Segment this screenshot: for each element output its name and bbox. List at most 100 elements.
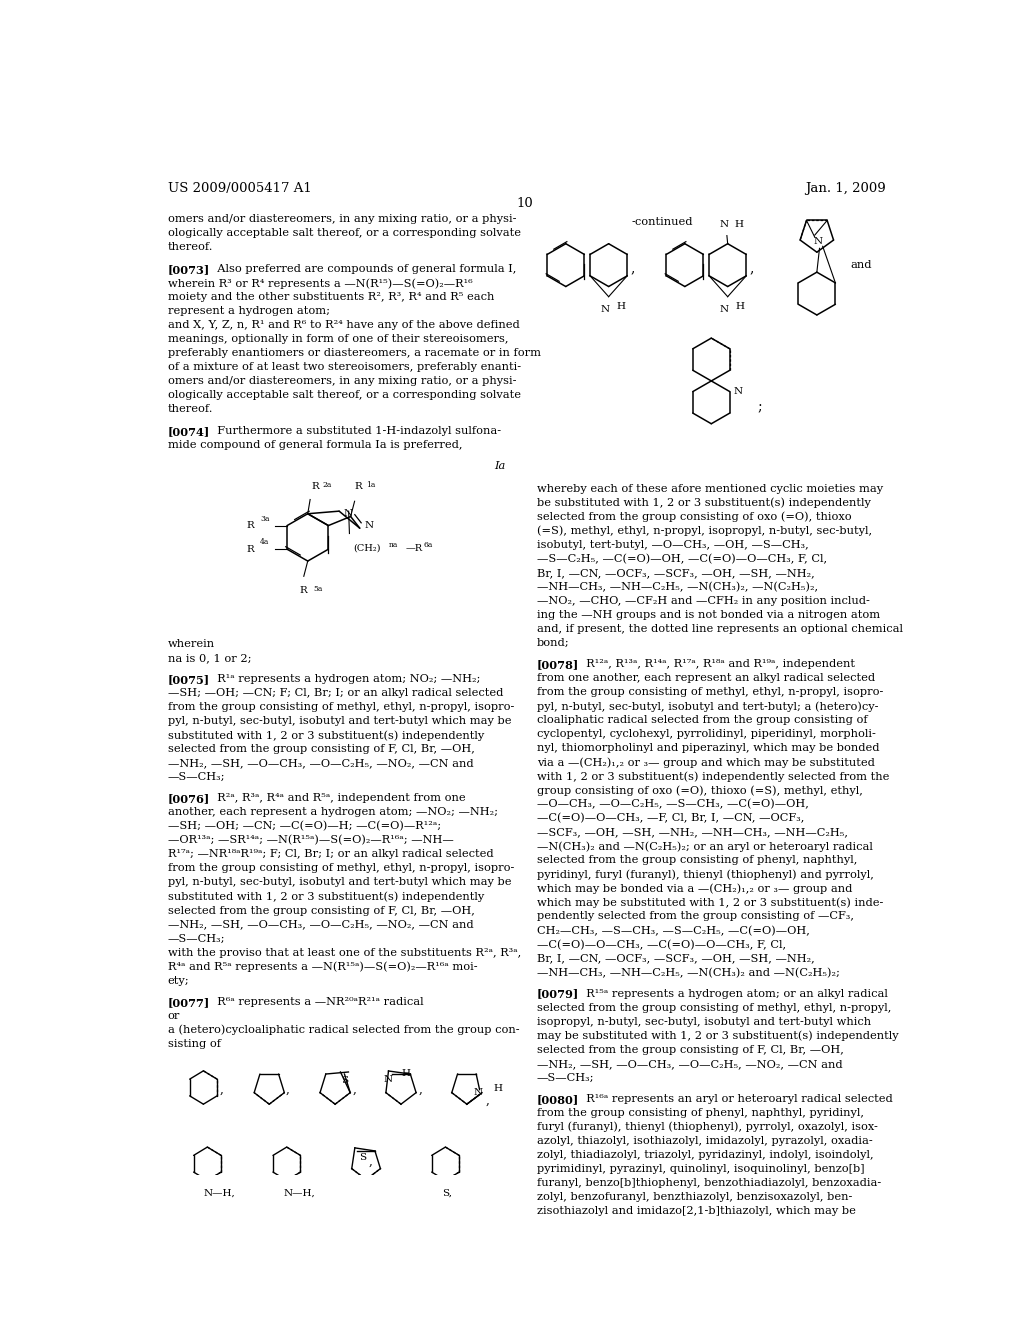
Text: —NH₂, —SH, —O—CH₃, —O—C₂H₅, —NO₂, —CN and: —NH₂, —SH, —O—CH₃, —O—C₂H₅, —NO₂, —CN an… [168,920,473,929]
Text: selected from the group consisting of oxo (=O), thioxo: selected from the group consisting of ox… [537,512,851,523]
Text: na is 0, 1 or 2;: na is 0, 1 or 2; [168,653,251,663]
Text: —NH—CH₃, —NH—C₂H₅, —N(CH₃)₂, —N(C₂H₅)₂,: —NH—CH₃, —NH—C₂H₅, —N(CH₃)₂, —N(C₂H₅)₂, [537,582,818,593]
Text: which may be bonded via a —(CH₂)₁,₂ or ₃— group and: which may be bonded via a —(CH₂)₁,₂ or ₃… [537,883,852,894]
Text: N: N [365,520,374,529]
Text: [0073]: [0073] [168,264,210,275]
Text: -continued: -continued [632,218,693,227]
Text: with the proviso that at least one of the substituents R²ᵃ, R³ᵃ,: with the proviso that at least one of th… [168,948,521,957]
Text: with 1, 2 or 3 substituent(s) independently selected from the: with 1, 2 or 3 substituent(s) independen… [537,771,889,781]
Text: N—H,: N—H, [283,1188,314,1197]
Text: group consisting of oxo (=O), thioxo (=S), methyl, ethyl,: group consisting of oxo (=O), thioxo (=S… [537,785,862,796]
Text: R¹⁷ᵃ; —NR¹⁸ᵃR¹⁹ᵃ; F; Cl, Br; I; or an alkyl radical selected: R¹⁷ᵃ; —NR¹⁸ᵃR¹⁹ᵃ; F; Cl, Br; I; or an al… [168,850,494,859]
Text: selected from the group consisting of F, Cl, Br, —OH,: selected from the group consisting of F,… [168,906,474,916]
Text: —S—CH₃;: —S—CH₃; [168,772,225,783]
Text: be substituted with 1, 2 or 3 substituent(s) independently: be substituted with 1, 2 or 3 substituen… [537,498,870,508]
Text: ,: , [419,1082,422,1096]
Text: whereby each of these afore mentioned cyclic moieties may: whereby each of these afore mentioned cy… [537,483,883,494]
Text: —S—CH₃;: —S—CH₃; [168,933,225,944]
Text: pyl, n-butyl, sec-butyl, isobutyl and tert-butyl which may be: pyl, n-butyl, sec-butyl, isobutyl and te… [168,878,511,887]
Text: —NH₂, —SH, —O—CH₃, —O—C₂H₅, —NO₂, —CN and: —NH₂, —SH, —O—CH₃, —O—C₂H₅, —NO₂, —CN an… [168,758,473,768]
Text: Ia: Ia [494,461,505,471]
Text: wherein R³ or R⁴ represents a —N(R¹⁵)—S(=O)₂—R¹⁶: wherein R³ or R⁴ represents a —N(R¹⁵)—S(… [168,279,472,289]
Text: [0080]: [0080] [537,1094,579,1105]
Text: furanyl, benzo[b]thiophenyl, benzothiadiazolyl, benzoxadia-: furanyl, benzo[b]thiophenyl, benzothiadi… [537,1177,881,1188]
Text: R¹²ᵃ, R¹³ᵃ, R¹⁴ᵃ, R¹⁷ᵃ, R¹⁸ᵃ and R¹⁹ᵃ, independent: R¹²ᵃ, R¹³ᵃ, R¹⁴ᵃ, R¹⁷ᵃ, R¹⁸ᵃ and R¹⁹ᵃ, i… [579,659,855,669]
Text: thereof.: thereof. [168,243,213,252]
Text: —S—CH₃;: —S—CH₃; [537,1073,594,1082]
Text: ety;: ety; [168,975,189,986]
Text: —NO₂, —CHO, —CF₂H and —CFH₂ in any position includ-: —NO₂, —CHO, —CF₂H and —CFH₂ in any posit… [537,595,869,606]
Text: nyl, thiomorpholinyl and piperazinyl, which may be bonded: nyl, thiomorpholinyl and piperazinyl, wh… [537,743,880,754]
Text: mide compound of general formula Ia is preferred,: mide compound of general formula Ia is p… [168,440,462,450]
Text: R¹ᵃ represents a hydrogen atom; NO₂; —NH₂;: R¹ᵃ represents a hydrogen atom; NO₂; —NH… [210,675,480,684]
Text: ologically acceptable salt thereof, or a corresponding solvate: ologically acceptable salt thereof, or a… [168,228,520,239]
Text: moiety and the other substituents R², R³, R⁴ and R⁵ each: moiety and the other substituents R², R³… [168,292,494,302]
Text: R⁶ᵃ represents a —NR²⁰ᵃR²¹ᵃ radical: R⁶ᵃ represents a —NR²⁰ᵃR²¹ᵃ radical [210,997,423,1007]
Text: pyrimidinyl, pyrazinyl, quinolinyl, isoquinolinyl, benzo[b]: pyrimidinyl, pyrazinyl, quinolinyl, isoq… [537,1164,864,1173]
Text: ologically acceptable salt thereof, or a corresponding solvate: ologically acceptable salt thereof, or a… [168,391,520,400]
Text: cloaliphatic radical selected from the group consisting of: cloaliphatic radical selected from the g… [537,715,867,725]
Text: —SH; —OH; —CN; F; Cl, Br; I; or an alkyl radical selected: —SH; —OH; —CN; F; Cl, Br; I; or an alkyl… [168,688,503,698]
Text: [0078]: [0078] [537,659,579,671]
Text: H: H [401,1069,411,1078]
Text: N: N [344,508,353,517]
Text: azolyl, thiazolyl, isothiazolyl, imidazolyl, pyrazolyl, oxadia-: azolyl, thiazolyl, isothiazolyl, imidazo… [537,1137,872,1146]
Text: R: R [300,586,307,595]
Text: from the group consisting of phenyl, naphthyl, pyridinyl,: from the group consisting of phenyl, nap… [537,1107,863,1118]
Text: Br, I, —CN, —OCF₃, —SCF₃, —OH, —SH, —NH₂,: Br, I, —CN, —OCF₃, —SCF₃, —OH, —SH, —NH₂… [537,953,814,964]
Text: Furthermore a substituted 1-H-indazolyl sulfona-: Furthermore a substituted 1-H-indazolyl … [210,426,501,436]
Text: via a —(CH₂)₁,₂ or ₃— group and which may be substituted: via a —(CH₂)₁,₂ or ₃— group and which ma… [537,758,874,768]
Text: ;: ; [758,400,762,414]
Text: omers and/or diastereomers, in any mixing ratio, or a physi-: omers and/or diastereomers, in any mixin… [168,214,516,224]
Text: R: R [354,482,362,491]
Text: selected from the group consisting of F, Cl, Br, —OH,: selected from the group consisting of F,… [168,744,474,754]
Text: N: N [473,1088,482,1097]
Text: and X, Y, Z, n, R¹ and R⁶ to R²⁴ have any of the above defined: and X, Y, Z, n, R¹ and R⁶ to R²⁴ have an… [168,321,519,330]
Text: CH₂—CH₃, —S—CH₃, —S—C₂H₅, —C(=O)—OH,: CH₂—CH₃, —S—CH₃, —S—C₂H₅, —C(=O)—OH, [537,925,810,936]
Text: N: N [734,387,743,396]
Text: ,: , [219,1082,223,1096]
Text: furyl (furanyl), thienyl (thiophenyl), pyrrolyl, oxazolyl, isox-: furyl (furanyl), thienyl (thiophenyl), p… [537,1122,878,1133]
Text: [0075]: [0075] [168,675,210,685]
Text: —SCF₃, —OH, —SH, —NH₂, —NH—CH₃, —NH—C₂H₅,: —SCF₃, —OH, —SH, —NH₂, —NH—CH₃, —NH—C₂H₅… [537,828,848,837]
Text: H: H [734,220,743,230]
Text: and, if present, the dotted line represents an optional chemical: and, if present, the dotted line represe… [537,624,903,634]
Text: 3a: 3a [260,515,269,523]
Text: zolyl, thiadiazolyl, triazolyl, pyridazinyl, indolyl, isoindolyl,: zolyl, thiadiazolyl, triazolyl, pyridazi… [537,1150,873,1160]
Text: represent a hydrogen atom;: represent a hydrogen atom; [168,306,330,317]
Text: omers and/or diastereomers, in any mixing ratio, or a physi-: omers and/or diastereomers, in any mixin… [168,376,516,387]
Text: —N(CH₃)₂ and —N(C₂H₅)₂; or an aryl or heteroaryl radical: —N(CH₃)₂ and —N(C₂H₅)₂; or an aryl or he… [537,841,872,851]
Text: substituted with 1, 2 or 3 substituent(s) independently: substituted with 1, 2 or 3 substituent(s… [168,891,484,902]
Text: S: S [358,1152,366,1162]
Text: R: R [246,545,254,553]
Text: cyclopentyl, cyclohexyl, pyrrolidinyl, piperidinyl, morpholi-: cyclopentyl, cyclohexyl, pyrrolidinyl, p… [537,729,876,739]
Text: of a mixture of at least two stereoisomers, preferably enanti-: of a mixture of at least two stereoisome… [168,362,521,372]
Text: pyridinyl, furyl (furanyl), thienyl (thiophenyl) and pyrrolyl,: pyridinyl, furyl (furanyl), thienyl (thi… [537,870,873,880]
Text: zolyl, benzofuranyl, benzthiazolyl, benzisoxazolyl, ben-: zolyl, benzofuranyl, benzthiazolyl, benz… [537,1192,852,1203]
Text: bond;: bond; [537,638,569,648]
Text: selected from the group consisting of phenyl, naphthyl,: selected from the group consisting of ph… [537,855,857,866]
Text: —C(=O)—O—CH₃, —F, Cl, Br, I, —CN, —OCF₃,: —C(=O)—O—CH₃, —F, Cl, Br, I, —CN, —OCF₃, [537,813,804,824]
Text: 4a: 4a [260,539,269,546]
Text: may be substituted with 1, 2 or 3 substituent(s) independently: may be substituted with 1, 2 or 3 substi… [537,1031,898,1041]
Text: and: and [850,260,871,271]
Text: S: S [341,1076,348,1085]
Text: —OR¹³ᵃ; —SR¹⁴ᵃ; —N(R¹⁵ᵃ)—S(=O)₂—R¹⁶ᵃ; —NH—: —OR¹³ᵃ; —SR¹⁴ᵃ; —N(R¹⁵ᵃ)—S(=O)₂—R¹⁶ᵃ; —N… [168,836,454,846]
Text: —O—CH₃, —O—C₂H₅, —S—CH₃, —C(=O)—OH,: —O—CH₃, —O—C₂H₅, —S—CH₃, —C(=O)—OH, [537,799,809,809]
Text: [0076]: [0076] [168,793,210,804]
Text: na: na [389,541,398,549]
Text: [0079]: [0079] [537,989,579,999]
Text: another, each represent a hydrogen atom; —NO₂; —NH₂;: another, each represent a hydrogen atom;… [168,808,498,817]
Text: 6a: 6a [423,541,432,549]
Text: pendently selected from the group consisting of —CF₃,: pendently selected from the group consis… [537,911,854,921]
Text: R¹⁶ᵃ represents an aryl or heteroaryl radical selected: R¹⁶ᵃ represents an aryl or heteroaryl ra… [579,1094,893,1104]
Text: —C(=O)—O—CH₃, —C(=O)—O—CH₃, F, Cl,: —C(=O)—O—CH₃, —C(=O)—O—CH₃, F, Cl, [537,940,785,950]
Text: Br, I, —CN, —OCF₃, —SCF₃, —OH, —SH, —NH₂,: Br, I, —CN, —OCF₃, —SCF₃, —OH, —SH, —NH₂… [537,568,814,578]
Text: pyl, n-butyl, sec-butyl, isobutyl and tert-butyl which may be: pyl, n-butyl, sec-butyl, isobutyl and te… [168,717,511,726]
Text: which may be substituted with 1, 2 or 3 substituent(s) inde-: which may be substituted with 1, 2 or 3 … [537,898,883,908]
Text: selected from the group consisting of methyl, ethyl, n-propyl,: selected from the group consisting of me… [537,1003,891,1012]
Text: substituted with 1, 2 or 3 substituent(s) independently: substituted with 1, 2 or 3 substituent(s… [168,730,484,741]
Text: H: H [494,1084,502,1093]
Text: —NH—CH₃, —NH—C₂H₅, —N(CH₃)₂ and —N(C₂H₅)₂;: —NH—CH₃, —NH—C₂H₅, —N(CH₃)₂ and —N(C₂H₅)… [537,968,840,978]
Text: N: N [813,236,822,246]
